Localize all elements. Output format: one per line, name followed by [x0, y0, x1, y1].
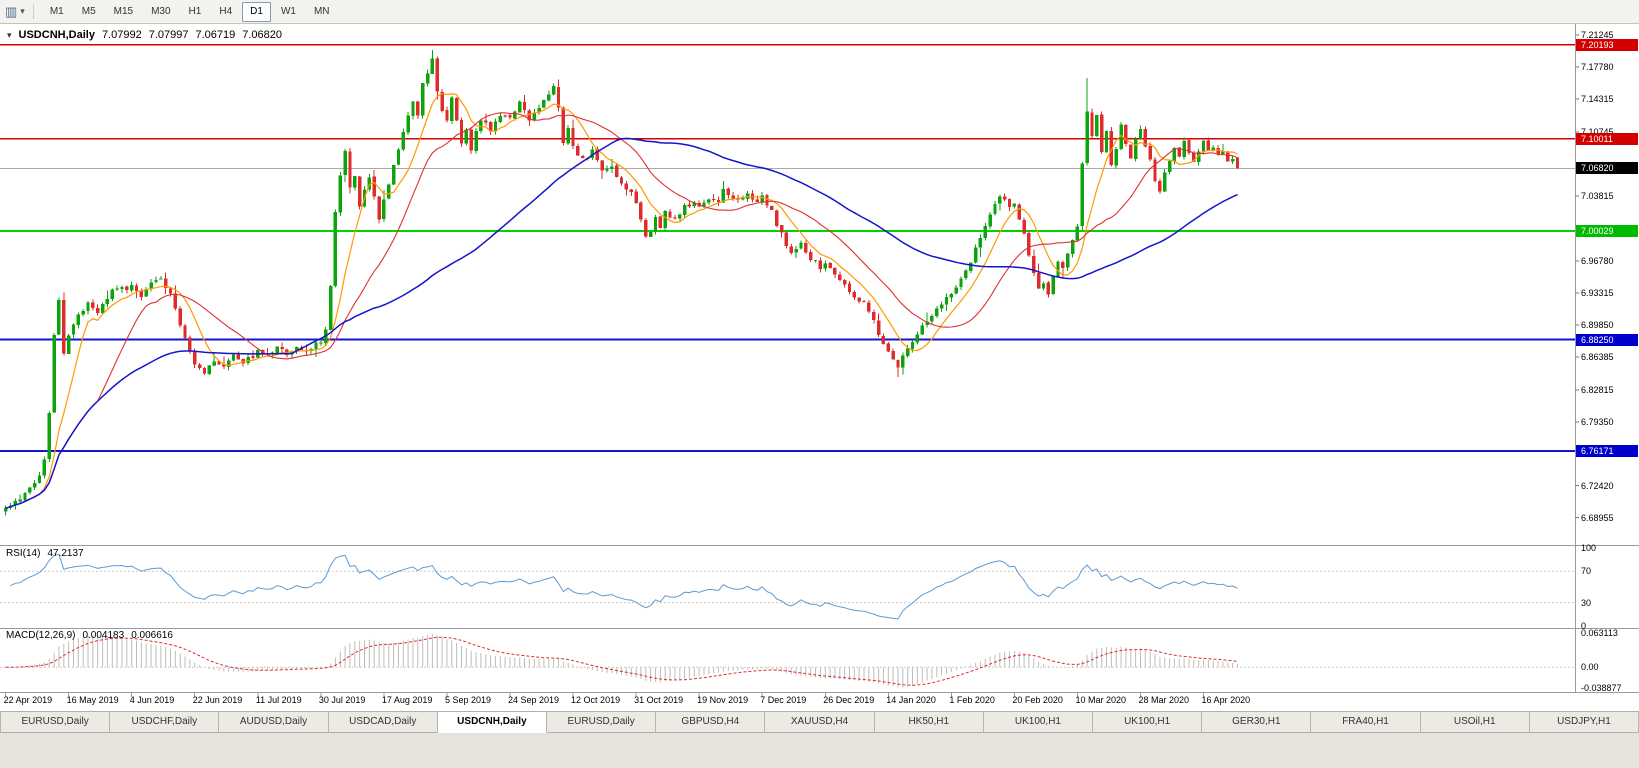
timeframe-buttons: M1 M5 M15 M30 H1 H4 D1 W1 MN	[42, 1, 338, 22]
timeframe-button-w1[interactable]: W1	[280, 5, 296, 17]
chart-tab-2[interactable]: AUDUSD,Daily	[219, 712, 329, 733]
macd-indicator-name: MACD(12,26,9)	[6, 630, 76, 641]
timeframe-button-m15[interactable]: M15	[113, 5, 134, 17]
chart-tab-1[interactable]: USDCHF,Daily	[110, 712, 220, 733]
chart-tab-13[interactable]: USOil,H1	[1420, 712, 1530, 733]
timeframe-button-h1[interactable]: H1	[188, 5, 202, 17]
chart-tab-8[interactable]: HK50,H1	[874, 712, 984, 733]
chart-tab-10[interactable]: UK100,H1	[1093, 712, 1203, 733]
ohlc-close: 7.06820	[242, 29, 282, 41]
timeframe-button-m1[interactable]: M1	[49, 5, 64, 17]
chart-tab-5[interactable]: EURUSD,Daily	[547, 712, 657, 733]
macd-indicator	[0, 633, 1575, 688]
candlestick-series	[3, 49, 1240, 516]
chart-tab-0[interactable]: EURUSD,Daily	[0, 712, 111, 733]
macd-label: MACD(12,26,9) 0.004183 0.006616	[6, 630, 173, 641]
chart-tab-11[interactable]: GER30,H1	[1202, 712, 1312, 733]
chart-tab-3[interactable]: USDCAD,Daily	[328, 712, 438, 733]
rsi-current-value: 47.2137	[47, 548, 84, 559]
rsi-indicator-name: RSI(14)	[6, 548, 41, 559]
chart-tab-9[interactable]: UK100,H1	[983, 712, 1094, 733]
ohlc-open: 7.07992	[101, 29, 142, 41]
chart-tab-12[interactable]: FRA40,H1	[1311, 712, 1421, 733]
chart-tab-6[interactable]: GBPUSD,H4	[656, 712, 766, 733]
horizontal-level-lines	[0, 44, 1575, 453]
timeframe-button-m30[interactable]: M30	[151, 5, 171, 17]
panel-borders	[0, 24, 1639, 697]
rsi-label: RSI(14) 47.2137	[6, 548, 84, 559]
macd-main-value: 0.004183	[82, 630, 125, 641]
timeframe-button-d1[interactable]: D1	[242, 1, 271, 22]
chart-tab-7[interactable]: XAUUSD,H4	[765, 712, 875, 733]
timeframe-button-mn[interactable]: MN	[313, 5, 330, 17]
timeframe-button-m5[interactable]: M5	[81, 5, 96, 17]
rsi-indicator-line	[0, 553, 1575, 620]
chart-title: ▾ USDCNH,Daily 7.07992 7.07997 7.06719 7…	[7, 29, 282, 41]
macd-signal-value: 0.006616	[131, 630, 173, 641]
ohlc-high: 7.07997	[148, 29, 189, 41]
timeframe-button-h4[interactable]: H4	[219, 5, 233, 17]
chart-type-icon[interactable]: ▥	[5, 4, 18, 19]
toolbar-separator	[32, 4, 34, 19]
chart-symbol-timeframe: USDCNH,Daily	[18, 29, 95, 41]
chart-tab-bar: EURUSD,Daily USDCHF,Daily AUDUSD,Daily USDC…	[0, 711, 1639, 768]
moving-average-lines	[5, 93, 1238, 509]
ohlc-low: 7.06719	[195, 29, 236, 41]
timeframe-toolbar: ▥ ▾ M1 M5 M15 M30 H1 H4 D1 W1 MN	[0, 0, 1639, 24]
chart-tab-14[interactable]: USDJPY,H1	[1529, 712, 1639, 733]
chart-context-icon[interactable]: ▾	[7, 29, 12, 40]
chart-tab-4[interactable]: USDCNH,Daily	[437, 712, 548, 733]
chevron-down-icon[interactable]: ▾	[20, 6, 25, 16]
